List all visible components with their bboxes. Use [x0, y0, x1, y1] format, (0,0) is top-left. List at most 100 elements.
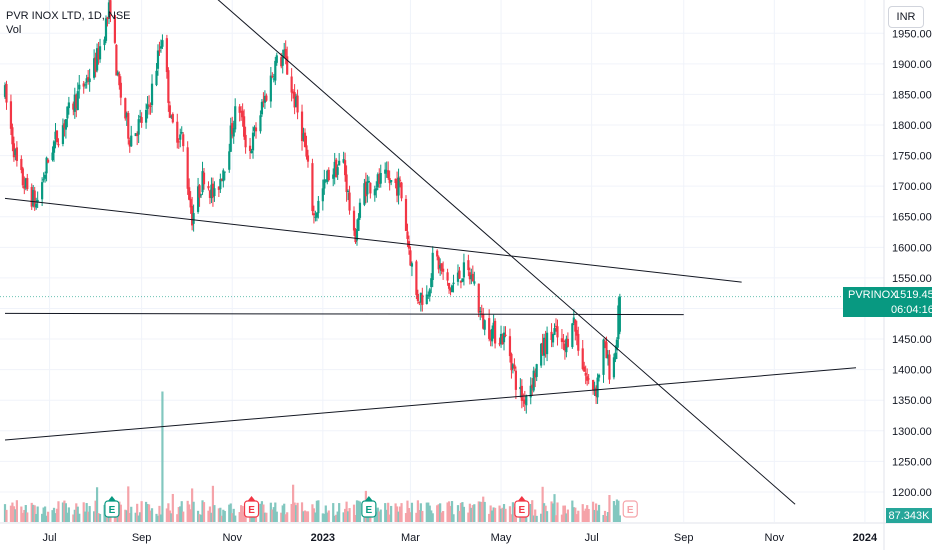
candle-body: [510, 353, 513, 371]
volume-bar: [574, 507, 577, 522]
candle-body: [116, 72, 119, 76]
candle-body: [397, 177, 400, 196]
candle-body: [208, 190, 212, 198]
candle-body: [348, 192, 351, 211]
volume-bar: [302, 511, 305, 522]
candle-body: [407, 241, 411, 249]
price-axis[interactable]: 1200.00 1250.00 1300.00 1350.00 1400.00 1450.…: [883, 0, 932, 550]
candle-body: [165, 38, 168, 73]
volume-bar: [390, 505, 393, 522]
earnings-marker[interactable]: E: [243, 496, 260, 518]
trendlines[interactable]: [4, 0, 857, 505]
candle-body: [364, 181, 367, 197]
volume-bar: [150, 508, 154, 522]
volume-bar: [76, 506, 79, 522]
earnings-marker[interactable]: E: [514, 496, 530, 518]
trendline-rising-support[interactable]: [4, 367, 857, 441]
volume-bar: [358, 501, 362, 522]
candle-body: [281, 57, 284, 66]
candle-body: [367, 180, 370, 183]
volume-bar: [45, 515, 48, 522]
earnings-marker[interactable]: E: [361, 496, 377, 518]
candle-body: [333, 161, 336, 177]
volume-bar: [306, 511, 310, 522]
candle-body: [106, 17, 109, 19]
volume-bar: [605, 515, 608, 522]
volume-bar: [409, 512, 412, 522]
candle-body: [519, 387, 522, 390]
candle-body: [592, 380, 595, 391]
candle-body: [335, 159, 338, 178]
volume-bar: [35, 513, 38, 522]
time-axis[interactable]: Jul Sep Nov 2023 Mar May Jul Sep Nov 2024: [0, 522, 932, 544]
volume-bar: [107, 515, 111, 522]
trendline-upper-support[interactable]: [4, 197, 742, 283]
last-price-tag: PVRINOX 1519.45 06:04:16: [843, 287, 932, 317]
candle-body: [125, 113, 128, 117]
candle-body: [12, 143, 16, 158]
volume-bar: [198, 514, 201, 522]
candle-body: [603, 341, 607, 343]
volume-bar: [529, 504, 532, 522]
volume-bar: [410, 502, 414, 522]
volume-bar: [442, 511, 445, 522]
volume-bar: [229, 503, 232, 522]
volume-bar: [470, 507, 473, 522]
candle-body: [336, 167, 339, 175]
volume-bar: [545, 511, 549, 522]
symbol-title[interactable]: PVR INOX LTD, 1D, NSE: [6, 10, 131, 22]
candle-body: [244, 134, 247, 148]
candle-body: [115, 44, 118, 76]
volume-bar: [449, 505, 452, 522]
volume-bar: [20, 506, 23, 522]
candle-body: [20, 158, 23, 171]
volume-bar: [321, 513, 324, 522]
candle-body: [428, 289, 431, 297]
trendline-descending-resistance[interactable]: [214, 0, 796, 505]
volume-bar: [584, 508, 587, 522]
volume-bar: [504, 508, 507, 522]
candle-body: [563, 343, 567, 351]
volume-bar: [379, 509, 382, 522]
volume-bar: [467, 512, 470, 522]
candle-body: [321, 188, 324, 202]
candle-body: [446, 272, 449, 281]
currency-button[interactable]: INR: [888, 6, 924, 28]
y-tick-label: 1200.00: [892, 487, 932, 499]
volume-bar: [385, 509, 388, 522]
earnings-marker-label: E: [366, 505, 373, 516]
candle-body: [584, 372, 587, 376]
volume-bar: [483, 501, 486, 522]
candle-body: [254, 127, 258, 132]
candle-body: [95, 48, 99, 71]
candle-body: [109, 0, 112, 17]
volume-bar: [9, 505, 13, 522]
candle-body: [398, 179, 402, 181]
volume-bar: [594, 503, 598, 522]
trendline-horizontal-level[interactable]: [4, 312, 684, 316]
last-volume-tag: 87.343K: [886, 508, 932, 523]
volume-label[interactable]: Vol: [6, 24, 22, 36]
candle-body: [213, 188, 216, 197]
earnings-marker[interactable]: E: [104, 496, 120, 518]
candle-body: [597, 374, 601, 378]
candle-body: [260, 101, 264, 115]
volume-bar: [404, 513, 408, 522]
candle-body: [30, 187, 33, 207]
candle-body: [606, 354, 610, 359]
volume-bar: [75, 503, 78, 522]
volume-bar: [94, 500, 97, 522]
volume-bar: [419, 503, 422, 522]
volume-bar: [208, 506, 212, 522]
earnings-marker[interactable]: E: [622, 500, 638, 518]
candle-body: [394, 178, 397, 183]
volume-bar: [357, 500, 360, 522]
volume-bar: [312, 508, 316, 522]
candle-body: [479, 311, 482, 313]
candle-body: [146, 104, 149, 109]
volume-bar: [156, 515, 160, 522]
volume-bar: [398, 506, 402, 522]
volume-bar: [459, 502, 463, 522]
